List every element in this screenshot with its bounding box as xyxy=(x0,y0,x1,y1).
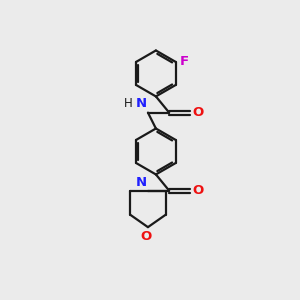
Text: O: O xyxy=(140,230,151,243)
Text: N: N xyxy=(135,97,146,110)
Text: O: O xyxy=(192,184,204,197)
Text: O: O xyxy=(192,106,204,119)
Text: N: N xyxy=(136,176,147,189)
Text: H: H xyxy=(124,97,133,110)
Text: F: F xyxy=(180,55,189,68)
